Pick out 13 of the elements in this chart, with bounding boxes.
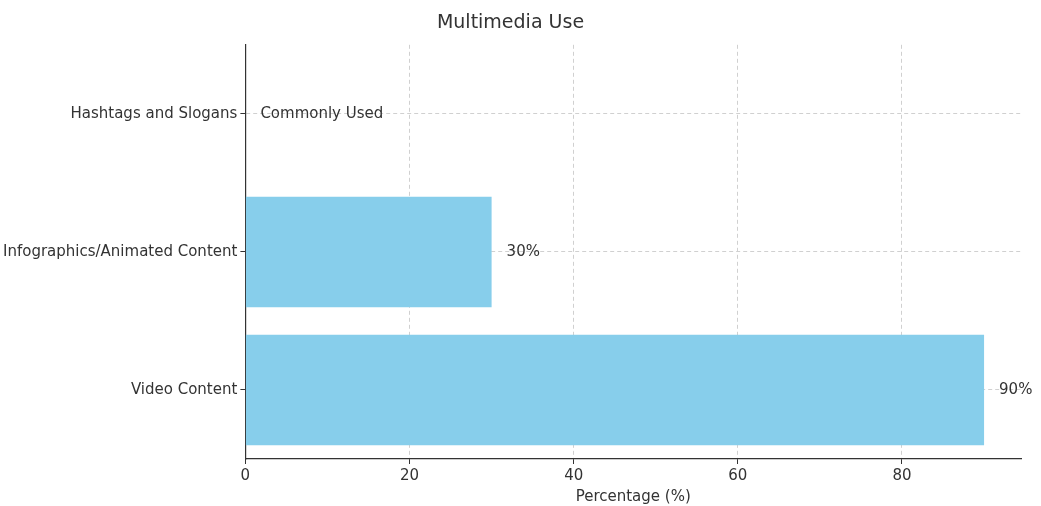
x-tick-label: 40 [564,465,584,484]
x-tick-label: 0 [240,465,251,484]
x-axis-title: Percentage (%) [575,486,691,505]
x-tick-label: 80 [892,465,912,484]
x-tick-label: 20 [399,465,420,484]
y-tick-label: Infographics/Animated Content [3,241,238,260]
x-tick-label: 60 [728,465,748,484]
y-tick-label: Video Content [130,379,238,398]
chart-title: Multimedia Use [436,10,585,33]
y-tick-label: Hashtags and Slogans [70,103,238,122]
data-label: 30% [506,241,540,260]
data-label: 90% [999,379,1033,398]
data-label: Commonly Used [260,103,384,122]
